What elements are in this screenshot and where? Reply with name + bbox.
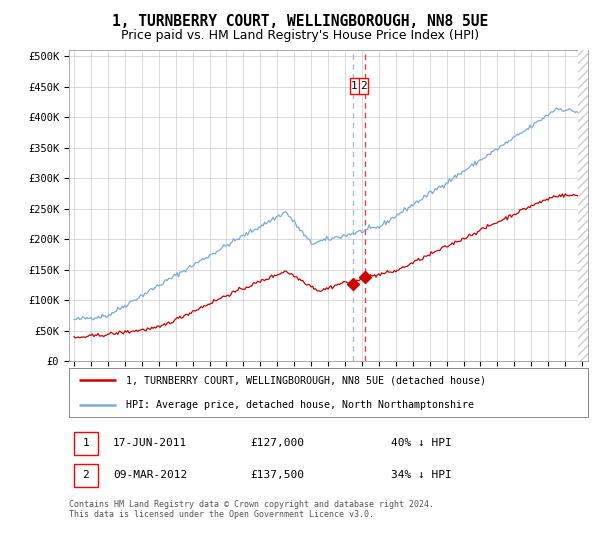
Text: 2: 2 — [360, 81, 367, 91]
Text: 1: 1 — [351, 81, 358, 91]
Text: 34% ↓ HPI: 34% ↓ HPI — [391, 470, 452, 480]
Text: 17-JUN-2011: 17-JUN-2011 — [113, 438, 187, 448]
Text: 1, TURNBERRY COURT, WELLINGBOROUGH, NN8 5UE (detached house): 1, TURNBERRY COURT, WELLINGBOROUGH, NN8 … — [126, 375, 486, 385]
Text: £137,500: £137,500 — [251, 470, 305, 480]
Text: Price paid vs. HM Land Registry's House Price Index (HPI): Price paid vs. HM Land Registry's House … — [121, 29, 479, 42]
Text: £127,000: £127,000 — [251, 438, 305, 448]
Bar — [74, 432, 98, 455]
Text: Contains HM Land Registry data © Crown copyright and database right 2024.
This d: Contains HM Land Registry data © Crown c… — [69, 500, 434, 519]
Text: 1: 1 — [82, 438, 89, 448]
Bar — [578, 50, 588, 361]
Text: 40% ↓ HPI: 40% ↓ HPI — [391, 438, 452, 448]
Bar — [74, 464, 98, 487]
Bar — [350, 78, 368, 94]
Text: 1, TURNBERRY COURT, WELLINGBOROUGH, NN8 5UE: 1, TURNBERRY COURT, WELLINGBOROUGH, NN8 … — [112, 14, 488, 29]
Text: HPI: Average price, detached house, North Northamptonshire: HPI: Average price, detached house, Nort… — [126, 400, 474, 410]
Text: 09-MAR-2012: 09-MAR-2012 — [113, 470, 187, 480]
Text: 2: 2 — [82, 470, 89, 480]
